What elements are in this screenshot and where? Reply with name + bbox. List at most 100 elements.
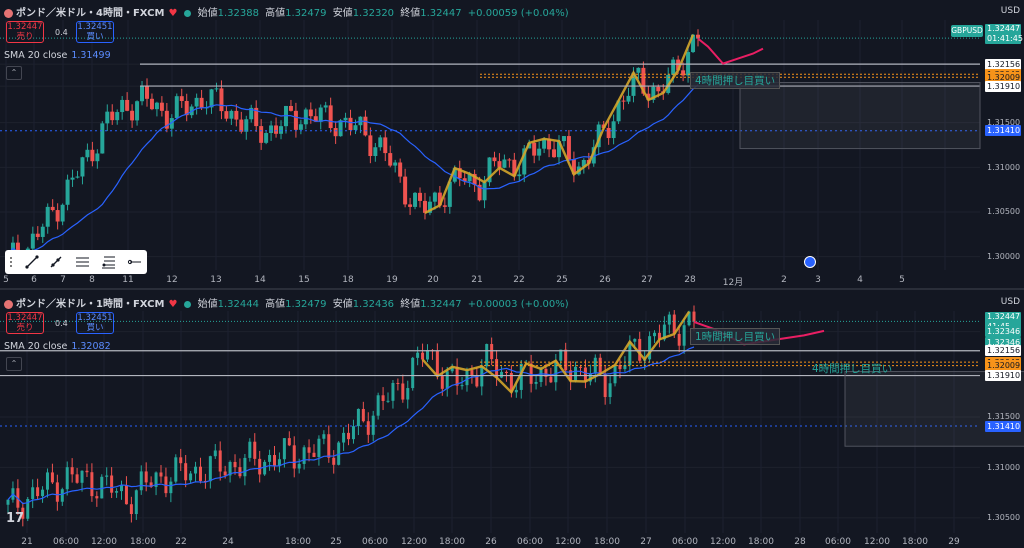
sell-button-4h[interactable]: 1.32447 売り: [6, 21, 44, 43]
candle-body: [447, 181, 452, 207]
time-label: 5: [899, 275, 905, 285]
time-label: 06:00: [517, 537, 543, 547]
candle-body: [105, 475, 109, 477]
candle-body: [581, 160, 586, 167]
favorite-icon[interactable]: ♥: [168, 299, 178, 310]
collapse-legend-button[interactable]: ⌃: [6, 357, 22, 371]
candle-body: [348, 117, 353, 131]
annotation-1h-buy[interactable]: 1時間押し目買い: [690, 328, 781, 345]
candle-body: [467, 173, 472, 182]
chart-pane-4h[interactable]: ポンド／米ドル・4時間・FXCM ♥ 始値1.32388 高値1.32479 安値…: [0, 0, 1024, 290]
favorite-icon[interactable]: ♥: [168, 8, 178, 19]
candle-body: [248, 441, 252, 458]
candle-body: [626, 95, 631, 102]
tradingview-logo[interactable]: 17: [6, 511, 25, 526]
candle-body: [85, 149, 90, 158]
horizontal-ray-icon[interactable]: [127, 255, 141, 269]
gbp-flag-icon: [4, 299, 13, 309]
chart-pane-1h[interactable]: ポンド／米ドル・1時間・FXCM ♥ 始値1.32444 高値1.32479 安値…: [0, 291, 1024, 548]
candle-body: [327, 434, 331, 458]
time-label: 06:00: [53, 537, 79, 547]
candle-body: [559, 349, 563, 361]
candle-body: [135, 101, 140, 121]
candle-body: [322, 434, 326, 439]
candle-body: [418, 192, 423, 201]
price-label: 1.31410: [985, 125, 1021, 137]
drawing-toolbar[interactable]: [5, 250, 147, 274]
price-label: 1.30500: [987, 513, 1021, 523]
time-label: 29: [948, 537, 960, 547]
candle-body: [353, 125, 358, 131]
sell-button-1h[interactable]: 1.32447 売り: [6, 312, 44, 334]
candle-body: [603, 373, 607, 398]
price-label: 1.32156: [985, 58, 1021, 70]
chart-canvas-1h[interactable]: [0, 291, 1024, 548]
spread-4h: 0.4: [55, 28, 68, 37]
candle-body: [21, 507, 25, 519]
price-label: 1.31500: [987, 118, 1021, 128]
annotation-4h-buy-lower[interactable]: 4時間押し目買い: [812, 363, 893, 375]
candle-body: [509, 373, 513, 393]
candle-body: [115, 491, 119, 493]
time-label: 12:00: [555, 537, 581, 547]
symbol-header-1h: ポンド／米ドル・1時間・FXCM ♥ 始値1.32444 高値1.32479 安値…: [4, 295, 569, 310]
candle-body: [234, 110, 239, 120]
candle-body: [313, 116, 318, 122]
symbol-title-4h[interactable]: ポンド／米ドル・4時間・FXCM: [16, 8, 165, 19]
candle-body: [618, 364, 622, 370]
chart-canvas-4h[interactable]: [0, 0, 1024, 288]
time-label: 2: [781, 275, 787, 285]
candle-body: [432, 192, 437, 202]
time-label: 11: [122, 275, 134, 285]
candle-body: [31, 487, 35, 500]
candle-body: [500, 371, 504, 378]
support-zone: [844, 371, 1024, 447]
candle-body: [388, 153, 393, 166]
candle-body: [194, 97, 199, 107]
collapse-legend-button[interactable]: ⌃: [6, 66, 22, 80]
time-label: 18:00: [130, 537, 156, 547]
candle-body: [228, 461, 232, 476]
candle-body: [105, 111, 110, 124]
candle-body: [238, 467, 242, 477]
candle-body: [656, 86, 661, 92]
candle-body: [125, 99, 130, 111]
candle-body: [561, 136, 566, 142]
candle-body: [179, 96, 184, 101]
sma-legend-4h[interactable]: SMA 20 close 1.31499: [4, 50, 111, 61]
candle-body: [368, 135, 373, 157]
time-label: 12月: [722, 278, 744, 288]
parallel-channel-icon[interactable]: [75, 255, 89, 269]
buy-button-4h[interactable]: 1.32451 買い: [76, 21, 114, 43]
currency-label-4h[interactable]: USD: [1000, 6, 1020, 16]
candle-body: [542, 138, 547, 149]
buy-button-1h[interactable]: 1.32451 買い: [76, 312, 114, 334]
economic-event-icon[interactable]: [804, 256, 816, 268]
ray-icon[interactable]: [49, 255, 63, 269]
currency-label-1h[interactable]: USD: [1000, 297, 1020, 307]
candle-body: [80, 157, 85, 177]
candle-body: [487, 157, 492, 183]
time-label: 27: [640, 537, 652, 547]
trend-line-icon[interactable]: [25, 255, 39, 269]
time-label: 18:00: [439, 537, 465, 547]
time-label: 20: [427, 275, 439, 285]
candle-body: [36, 487, 40, 497]
sma-legend-1h[interactable]: SMA 20 close 1.32082: [4, 341, 111, 352]
fib-retracement-icon[interactable]: [101, 255, 115, 269]
time-label: 22: [175, 537, 187, 547]
annotation-4h-buy[interactable]: 4時間押し目買い: [690, 72, 781, 89]
candle-body: [588, 373, 592, 382]
candle-body: [381, 395, 385, 401]
candle-body: [264, 133, 269, 143]
candle-body: [638, 338, 642, 361]
drag-handle-icon[interactable]: [9, 255, 23, 269]
candle-body: [184, 100, 189, 116]
candle-body: [566, 136, 571, 160]
candle-body: [95, 153, 100, 162]
candle-body: [373, 147, 378, 157]
price-label: 1.32346: [985, 337, 1021, 349]
wave-overlay: [421, 310, 691, 395]
symbol-title-1h[interactable]: ポンド／米ドル・1時間・FXCM: [16, 299, 165, 310]
time-label: 06:00: [672, 537, 698, 547]
